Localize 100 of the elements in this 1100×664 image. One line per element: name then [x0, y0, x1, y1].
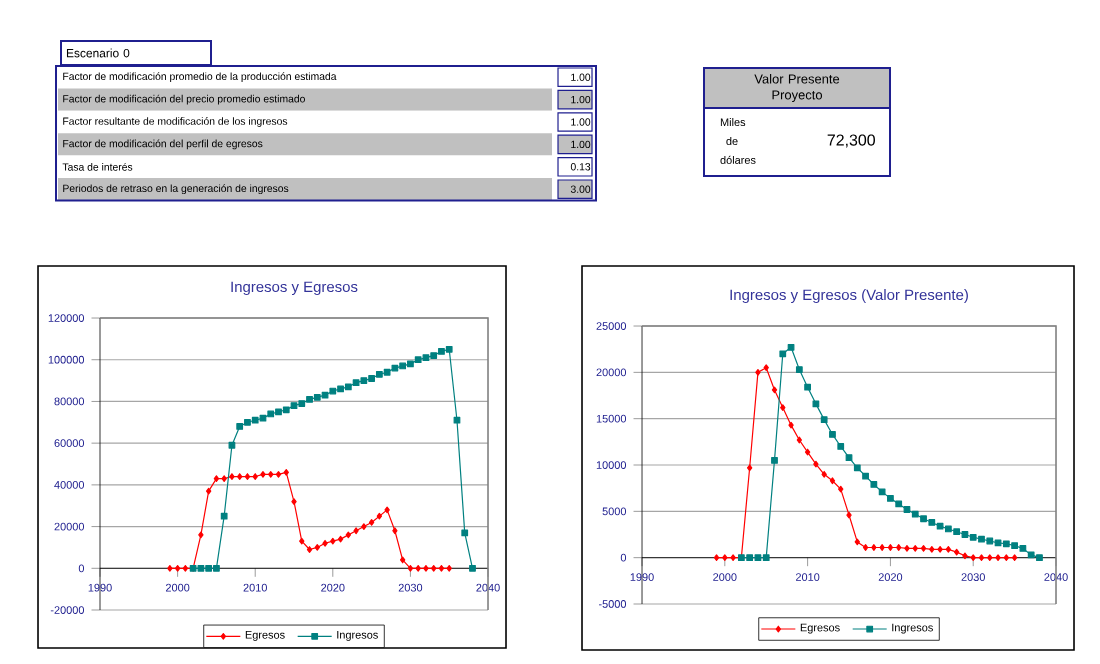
point [291, 498, 297, 505]
point [345, 531, 352, 539]
point [182, 564, 189, 572]
point [407, 360, 414, 368]
point [407, 564, 414, 572]
point [787, 343, 795, 351]
point [986, 537, 994, 545]
point [446, 564, 452, 572]
point [763, 364, 769, 372]
point [1027, 551, 1035, 559]
point [1011, 542, 1018, 550]
point [853, 464, 861, 472]
point [344, 383, 352, 391]
point [198, 531, 204, 539]
point [361, 523, 367, 530]
point [236, 423, 244, 430]
point [813, 460, 819, 468]
point [1019, 545, 1027, 552]
point [936, 522, 944, 530]
point [713, 554, 720, 562]
point [937, 545, 943, 553]
point [804, 448, 811, 456]
point [244, 418, 251, 426]
point [290, 402, 298, 410]
point [862, 472, 869, 480]
point [431, 564, 437, 572]
point [845, 454, 853, 461]
point [838, 485, 844, 493]
point [259, 414, 267, 422]
point [438, 347, 445, 355]
point [445, 345, 453, 353]
point [944, 525, 952, 533]
point [895, 500, 903, 508]
point [368, 519, 375, 526]
point [205, 564, 213, 572]
point [746, 464, 753, 472]
point [829, 431, 836, 438]
point [812, 400, 820, 408]
point [779, 350, 787, 358]
point [771, 456, 778, 464]
point [953, 548, 960, 556]
point [928, 519, 936, 526]
point [422, 354, 430, 362]
point [896, 544, 902, 551]
point [368, 375, 375, 382]
point [306, 395, 313, 403]
point [929, 545, 935, 553]
point [920, 515, 927, 523]
point [1036, 554, 1043, 562]
point [987, 554, 993, 562]
point [221, 475, 227, 483]
point [391, 364, 399, 372]
point [399, 556, 406, 564]
point [821, 470, 827, 478]
point [920, 545, 927, 552]
point [862, 544, 869, 551]
point [771, 386, 778, 394]
point [730, 554, 736, 562]
point [904, 545, 910, 552]
point [415, 564, 421, 572]
point [887, 544, 894, 551]
point [994, 539, 1002, 547]
point [829, 477, 836, 485]
point [275, 408, 282, 416]
point [430, 352, 438, 359]
point [962, 552, 968, 560]
point [423, 564, 429, 572]
point [197, 564, 205, 572]
point [788, 421, 794, 429]
point [887, 494, 894, 502]
point [313, 393, 321, 401]
point [796, 436, 803, 444]
point [970, 554, 976, 562]
point [275, 471, 282, 478]
point [376, 512, 383, 520]
point [846, 511, 852, 519]
point [399, 362, 407, 370]
point [961, 531, 969, 538]
point [969, 533, 977, 541]
point [879, 544, 885, 551]
point [213, 475, 220, 483]
point [353, 527, 359, 535]
point [795, 366, 803, 373]
point [722, 554, 728, 562]
point [352, 379, 360, 387]
point [1003, 554, 1010, 562]
point [762, 554, 770, 562]
point [1002, 540, 1010, 548]
point [337, 385, 344, 393]
point [260, 471, 266, 478]
point [820, 416, 828, 423]
point [330, 537, 336, 545]
point [283, 468, 289, 476]
point [228, 441, 236, 449]
point [754, 554, 762, 562]
point [804, 383, 811, 391]
point [220, 512, 228, 520]
point [237, 473, 243, 480]
point [871, 544, 877, 551]
point [870, 481, 878, 488]
